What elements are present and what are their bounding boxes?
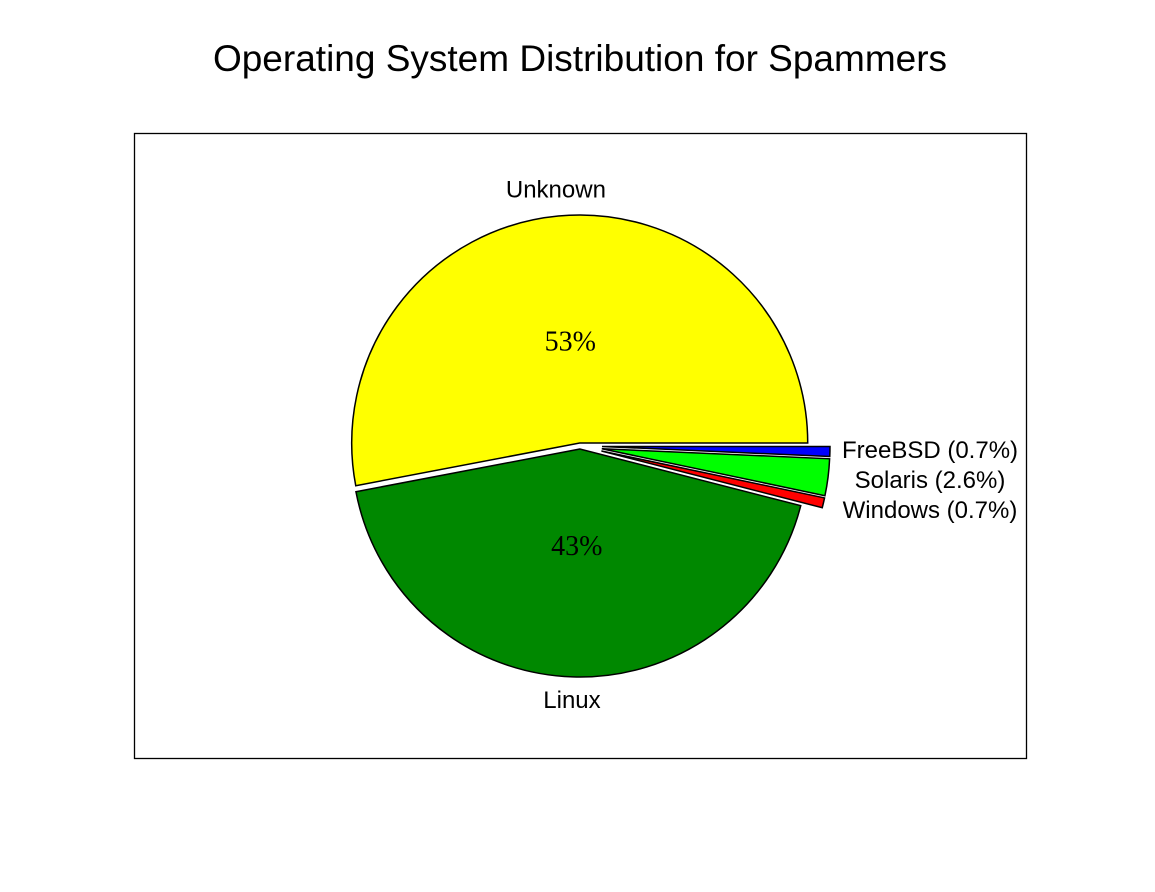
pie-slice (355, 448, 802, 678)
slice-label: Windows (0.7%) (843, 497, 1018, 524)
pie-slice (351, 214, 809, 487)
slice-value-label: 43% (551, 531, 602, 562)
pie-slice (601, 450, 826, 509)
slice-label: FreeBSD (0.7%) (842, 437, 1018, 464)
pie-slice (601, 445, 831, 458)
chart-title: Operating System Distribution for Spamme… (213, 38, 947, 79)
slice-value-label: 53% (545, 326, 596, 357)
slice-label: Unknown (506, 176, 606, 203)
slice-label: Solaris (2.6%) (855, 467, 1006, 494)
slice-label: Linux (543, 687, 600, 714)
plot-frame (133, 132, 1028, 760)
pie-slice (601, 448, 831, 497)
